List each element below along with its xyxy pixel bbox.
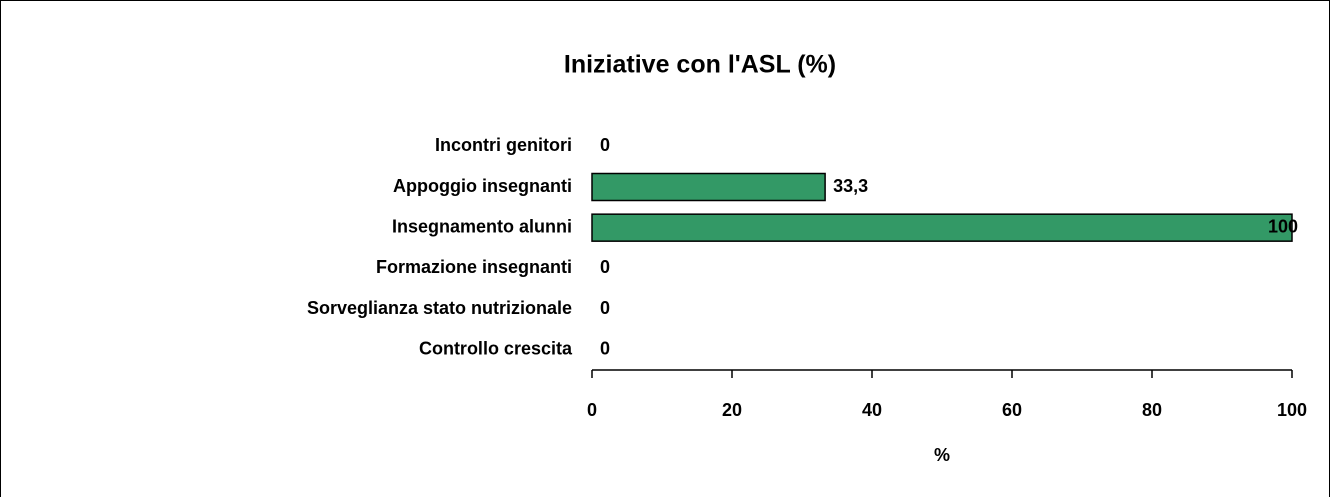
x-tick-label: 40 <box>862 400 882 420</box>
x-axis-label: % <box>934 445 950 465</box>
x-tick-label: 0 <box>587 400 597 420</box>
y-tick-label: Appoggio insegnanti <box>393 176 572 196</box>
y-tick-label: Insegnamento alunni <box>392 216 572 236</box>
data-label: 33,3 <box>833 176 868 196</box>
x-tick-label: 60 <box>1002 400 1022 420</box>
data-label: 100 <box>1268 216 1298 236</box>
y-tick-label: Sorveglianza stato nutrizionale <box>307 298 572 318</box>
chart-title: Iniziative con l'ASL (%) <box>564 51 836 79</box>
x-tick-label: 100 <box>1277 400 1307 420</box>
data-label: 0 <box>600 298 610 318</box>
data-label: 0 <box>600 338 610 358</box>
x-tick-label: 80 <box>1142 400 1162 420</box>
y-tick-label: Incontri genitori <box>435 135 572 155</box>
data-label: 0 <box>600 257 610 277</box>
x-tick-label: 20 <box>722 400 742 420</box>
data-label: 0 <box>600 135 610 155</box>
bar <box>591 172 826 202</box>
y-tick-label: Formazione insegnanti <box>376 257 572 277</box>
y-tick-label: Controllo crescita <box>419 338 573 358</box>
bar <box>591 213 1293 242</box>
